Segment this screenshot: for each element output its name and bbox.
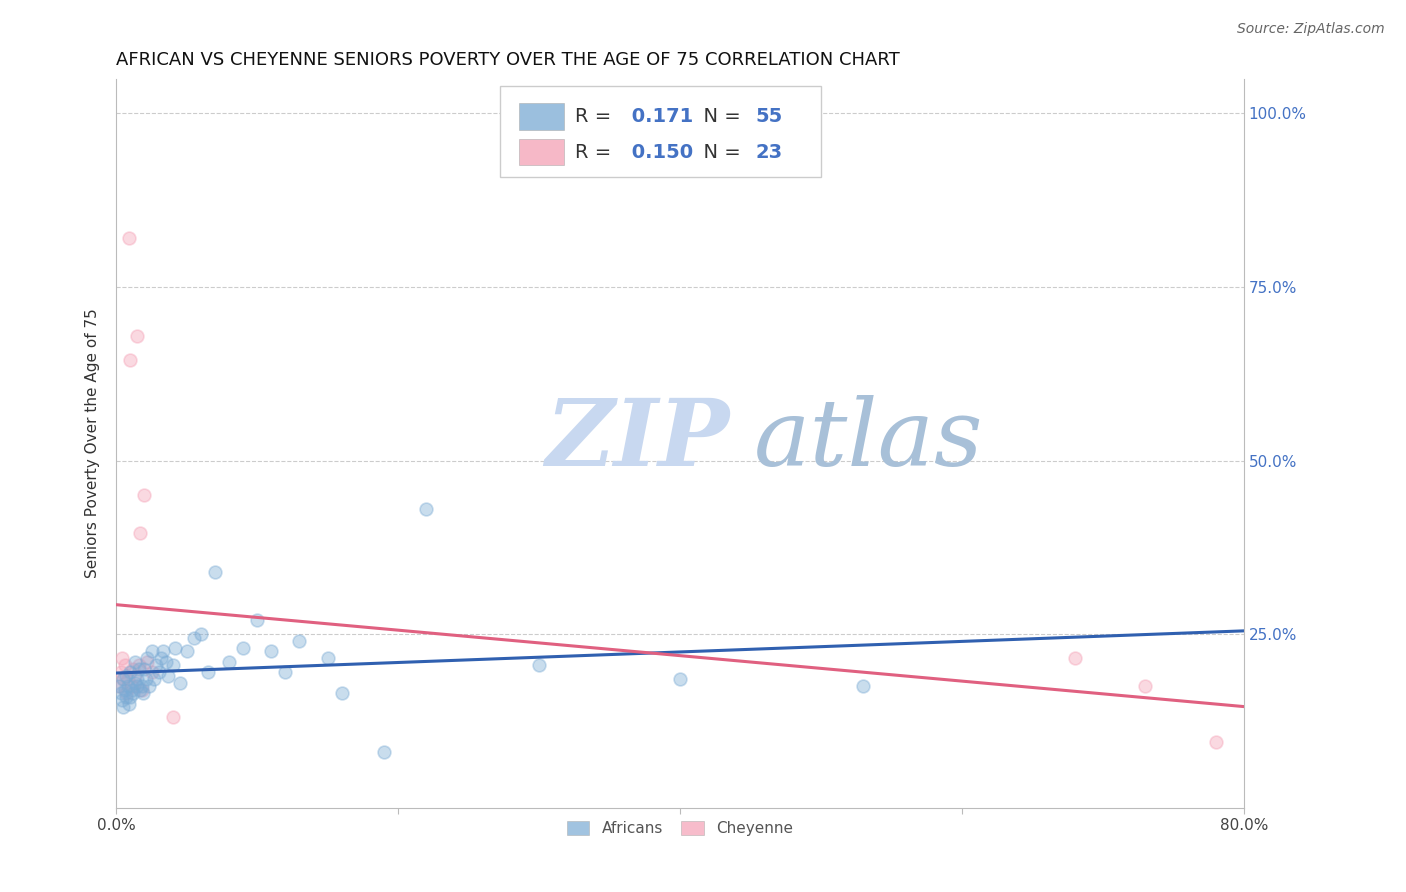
Point: [145, 658, 167, 673]
Point: [115, 690, 138, 704]
Point: [148, 665, 170, 680]
Legend: Africans, Cheyenne: Africans, Cheyenne: [560, 813, 801, 844]
Point: [121, 679, 143, 693]
Point: [108, 679, 131, 693]
Point: [415, 502, 437, 516]
Point: [111, 693, 134, 707]
Point: [112, 673, 135, 687]
Point: [135, 673, 157, 687]
Point: [129, 526, 152, 541]
Point: [204, 565, 226, 579]
Point: [136, 651, 159, 665]
Text: R =: R =: [575, 143, 617, 161]
Point: [136, 655, 159, 669]
Point: [183, 631, 205, 645]
Text: atlas: atlas: [754, 394, 983, 484]
Point: [246, 613, 269, 627]
Point: [120, 665, 142, 680]
Text: N =: N =: [692, 107, 748, 126]
Point: [274, 665, 297, 680]
FancyBboxPatch shape: [499, 86, 821, 177]
Point: [852, 679, 875, 693]
Point: [155, 655, 177, 669]
Point: [141, 665, 163, 680]
Point: [134, 488, 156, 502]
Point: [118, 697, 141, 711]
Point: [316, 651, 339, 665]
Point: [669, 673, 692, 687]
Point: [169, 675, 191, 690]
Point: [110, 686, 132, 700]
Text: AFRICAN VS CHEYENNE SENIORS POVERTY OVER THE AGE OF 75 CORRELATION CHART: AFRICAN VS CHEYENNE SENIORS POVERTY OVER…: [117, 51, 900, 69]
Point: [152, 644, 174, 658]
Point: [141, 644, 163, 658]
Point: [128, 662, 150, 676]
Point: [124, 655, 146, 669]
Point: [330, 686, 353, 700]
Point: [110, 665, 132, 680]
Point: [143, 673, 166, 687]
Point: [121, 682, 143, 697]
Text: Source: ZipAtlas.com: Source: ZipAtlas.com: [1237, 22, 1385, 37]
Text: ZIP: ZIP: [544, 394, 728, 484]
Point: [122, 686, 145, 700]
Point: [150, 651, 173, 665]
Point: [108, 679, 131, 693]
Point: [120, 690, 142, 704]
FancyBboxPatch shape: [519, 139, 564, 165]
Point: [232, 640, 254, 655]
Point: [190, 627, 212, 641]
Point: [114, 658, 136, 673]
Point: [157, 669, 180, 683]
Point: [197, 665, 219, 680]
Point: [132, 686, 155, 700]
Point: [288, 634, 311, 648]
Point: [1063, 651, 1085, 665]
FancyBboxPatch shape: [519, 103, 564, 129]
Point: [162, 710, 184, 724]
Point: [165, 640, 187, 655]
Point: [131, 682, 153, 697]
Text: 55: 55: [755, 107, 783, 126]
Point: [115, 686, 138, 700]
Point: [128, 658, 150, 673]
Point: [114, 682, 136, 697]
Point: [115, 669, 138, 683]
Point: [112, 700, 135, 714]
Text: 23: 23: [755, 143, 783, 161]
Point: [117, 673, 139, 687]
Point: [124, 669, 146, 683]
Point: [162, 658, 184, 673]
Point: [218, 655, 240, 669]
Point: [120, 352, 142, 367]
Point: [1133, 679, 1156, 693]
Text: 0.171: 0.171: [624, 107, 693, 126]
Text: 0.150: 0.150: [624, 143, 693, 161]
Point: [112, 673, 135, 687]
Point: [127, 328, 149, 343]
Point: [127, 673, 149, 687]
Point: [122, 662, 145, 676]
Text: N =: N =: [692, 143, 748, 161]
Point: [118, 231, 141, 245]
Text: R =: R =: [575, 107, 617, 126]
Point: [117, 679, 139, 693]
Point: [129, 682, 152, 697]
Point: [124, 675, 146, 690]
Point: [111, 651, 134, 665]
Y-axis label: Seniors Poverty Over the Age of 75: Seniors Poverty Over the Age of 75: [86, 309, 100, 578]
Point: [131, 679, 153, 693]
Point: [138, 679, 160, 693]
Point: [134, 662, 156, 676]
Point: [260, 644, 283, 658]
Point: [127, 679, 149, 693]
Point: [527, 658, 550, 673]
Point: [373, 745, 395, 759]
Point: [1205, 735, 1227, 749]
Point: [176, 644, 198, 658]
